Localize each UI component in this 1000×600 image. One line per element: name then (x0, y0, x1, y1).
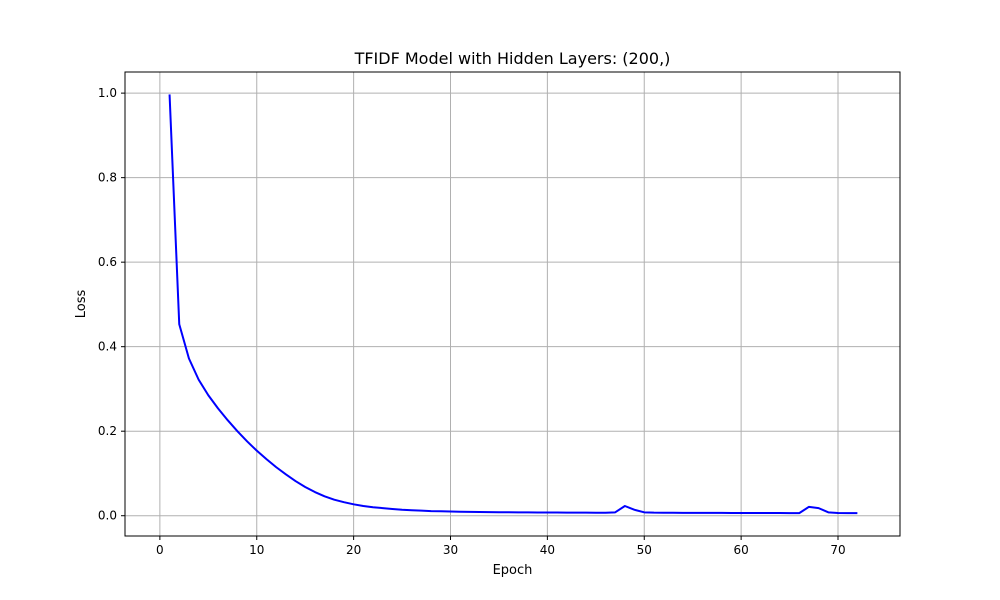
y-tick-label: 0.2 (98, 424, 117, 438)
loss-series-line (168, 94, 858, 515)
y-tick-label: 1.0 (98, 86, 117, 100)
x-tick-label: 70 (830, 543, 845, 557)
x-tick-label: 30 (443, 543, 458, 557)
axis-ticks: 0 10 20 30 40 50 60 70 0.0 0.2 0.4 0.6 0.8 1.0 (98, 86, 846, 557)
x-tick-label: 40 (540, 543, 555, 557)
y-tick-label: 0.8 (98, 171, 117, 185)
x-tick-label: 20 (346, 543, 361, 557)
grid-lines (125, 72, 900, 536)
x-tick-label: 0 (156, 543, 164, 557)
y-tick-label: 0.6 (98, 255, 117, 269)
x-tick-label: 50 (637, 543, 652, 557)
x-tick-label: 10 (249, 543, 264, 557)
series-layer (168, 94, 858, 515)
x-tick-label: 60 (733, 543, 748, 557)
y-tick-label: 0.0 (98, 509, 117, 523)
x-axis-label: Epoch (493, 563, 533, 578)
y-tick-label: 0.4 (98, 340, 117, 354)
axes-frame (124, 71, 901, 537)
y-axis-label: Loss (74, 290, 89, 319)
chart-title: TFIDF Model with Hidden Layers: (200,) (354, 49, 671, 68)
